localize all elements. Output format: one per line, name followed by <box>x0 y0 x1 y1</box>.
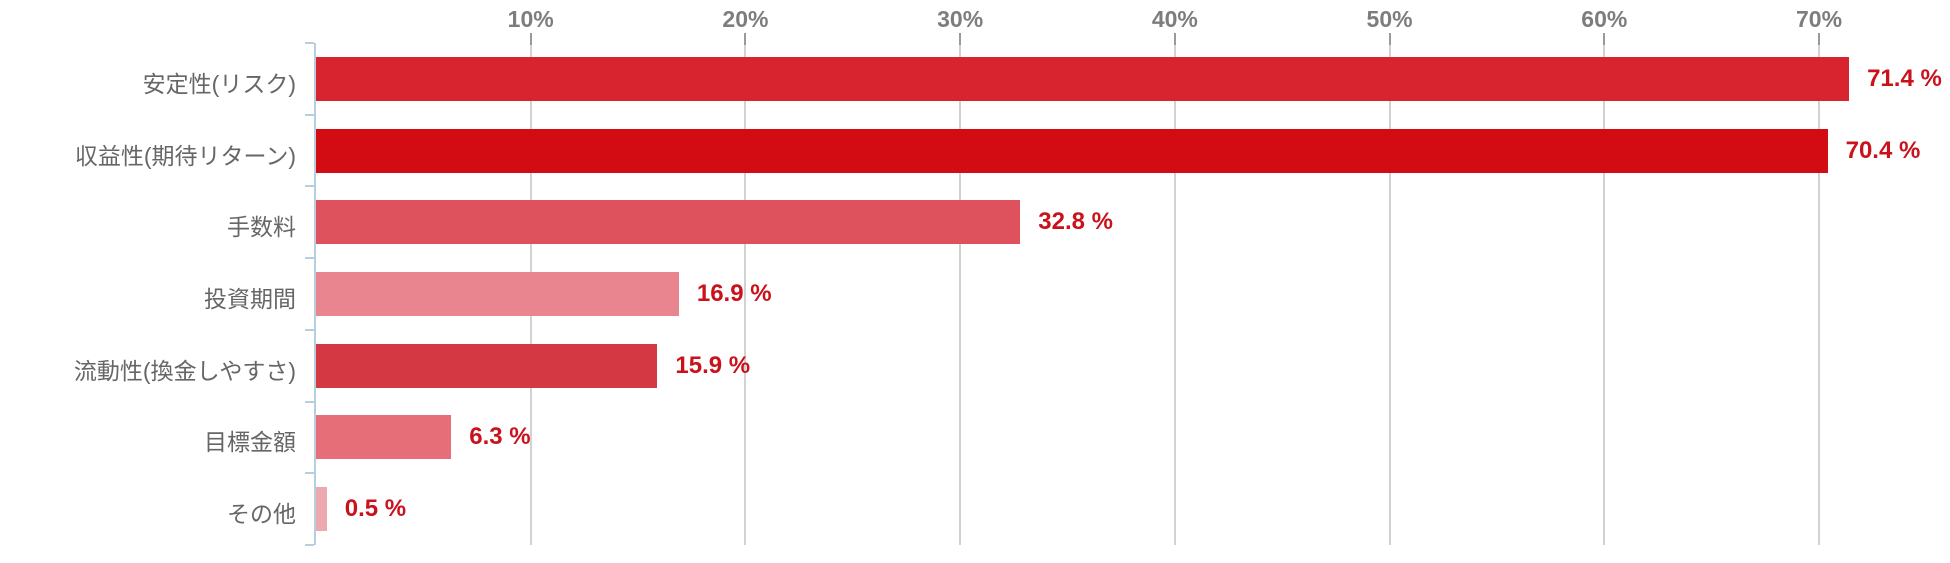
x-axis-tick-label: 70% <box>1795 6 1843 32</box>
y-axis-tick <box>305 472 314 475</box>
x-axis-tick <box>1388 33 1391 45</box>
value-label: 0.5 % <box>344 495 407 523</box>
bar-row: 70.4 % <box>316 128 1950 173</box>
category-label: 手数料 <box>227 214 296 241</box>
category-label: その他 <box>227 501 296 528</box>
bar-row: 32.8 % <box>316 200 1950 245</box>
x-axis-tick-label: 50% <box>1366 6 1413 32</box>
bar <box>316 272 679 316</box>
x-gridline <box>1388 43 1391 545</box>
bar <box>316 128 1828 173</box>
bar <box>316 200 1021 245</box>
bar <box>316 56 1850 101</box>
x-axis-tick-label: 10% <box>507 6 554 32</box>
x-gridline <box>1818 43 1821 545</box>
value-label: 70.4 % <box>1845 136 1921 164</box>
x-gridline <box>744 43 747 545</box>
x-axis-tick <box>744 33 747 45</box>
category-label: 流動性(換金しやすさ) <box>73 357 296 384</box>
x-axis-tick <box>529 33 532 45</box>
x-gridline <box>1173 43 1176 545</box>
y-axis-tick <box>305 257 314 260</box>
x-axis-tick <box>959 33 962 45</box>
category-label: 投資期間 <box>204 286 296 312</box>
x-axis-tick <box>1173 33 1176 45</box>
x-axis-tick <box>1603 33 1606 45</box>
y-axis-tick <box>305 185 314 188</box>
bar <box>316 343 658 388</box>
y-axis-tick <box>305 42 314 44</box>
y-axis-tick <box>305 400 314 403</box>
value-label: 15.9 % <box>675 351 751 379</box>
value-label: 32.8 % <box>1038 208 1113 236</box>
value-label: 16.9 % <box>696 280 772 307</box>
bar-row: 6.3 % <box>316 415 1950 460</box>
bar-row: 15.9 % <box>316 343 1950 388</box>
value-label: 71.4 % <box>1867 64 1942 92</box>
bar <box>316 415 452 460</box>
y-axis-tick <box>305 113 314 116</box>
category-label: 安定性(リスク) <box>142 70 296 97</box>
bar-row: 71.4 % <box>316 56 1950 101</box>
x-gridline <box>959 43 962 545</box>
x-axis-tick-label: 30% <box>937 6 984 32</box>
y-axis-tick <box>305 328 314 331</box>
y-axis-line <box>314 43 316 545</box>
value-label: 6.3 % <box>469 423 531 451</box>
x-axis-tick <box>1818 33 1821 45</box>
category-label: 目標金額 <box>204 429 296 456</box>
x-axis-tick-label: 40% <box>1151 6 1198 32</box>
x-axis-tick-label: 60% <box>1581 6 1628 32</box>
bar-row: 0.5 % <box>316 487 1950 532</box>
x-axis-tick-label: 20% <box>722 6 769 32</box>
y-axis-tick <box>305 544 314 546</box>
bar <box>316 487 327 532</box>
category-label: 収益性(期待リターン) <box>74 142 296 169</box>
x-gridline <box>1603 43 1606 545</box>
bar-row: 16.9 % <box>316 272 1950 316</box>
